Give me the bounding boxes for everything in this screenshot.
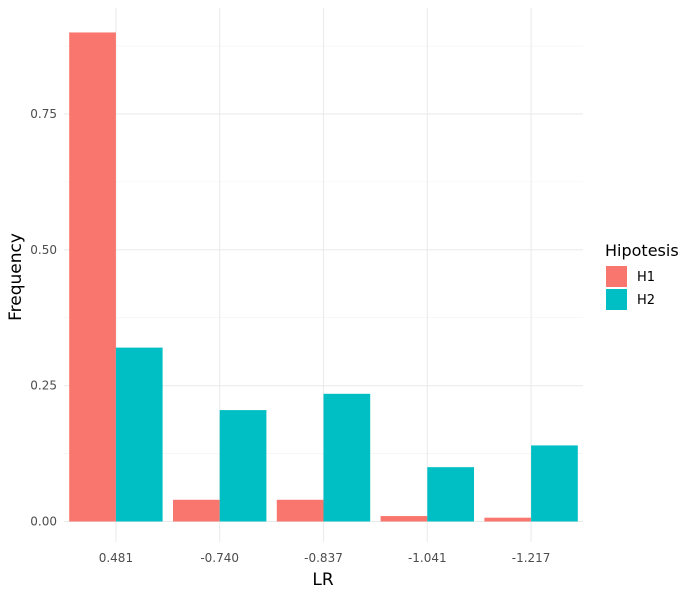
legend-title: Hipotesis (605, 241, 679, 260)
y-axis-ticks: 0.00 0.25 0.50 0.75 (30, 107, 57, 529)
bar-h1-0 (69, 32, 116, 522)
legend-key-h2 (606, 289, 627, 310)
y-axis-title: Frequency (6, 233, 26, 321)
bar-h1-4 (484, 517, 532, 522)
y-tick-label: 0.00 (30, 515, 57, 529)
bar-h2-1 (219, 410, 267, 522)
x-axis-ticks: 0.481 -0.740 -0.837 -1.041 -1.217 (99, 551, 551, 565)
legend-label-h1: H1 (637, 270, 655, 285)
legend-key-h1 (606, 266, 627, 287)
bars (69, 32, 578, 522)
bar-h2-2 (323, 393, 371, 522)
x-tick-label: 0.481 (99, 551, 133, 565)
y-tick-label: 0.50 (30, 243, 57, 257)
bar-h1-2 (276, 499, 324, 522)
legend-entries: H1 H2 (606, 266, 655, 310)
legend: Hipotesis H1 H2 (605, 241, 679, 310)
bar-h2-3 (427, 467, 475, 522)
bar-h1-1 (172, 499, 220, 522)
x-tick-label: -1.041 (408, 551, 447, 565)
y-tick-label: 0.25 (30, 379, 57, 393)
x-tick-label: -0.837 (304, 551, 343, 565)
legend-label-h2: H2 (637, 293, 655, 308)
x-axis-title: LR (312, 570, 333, 590)
bar-h2-0 (115, 347, 163, 522)
x-tick-label: -1.217 (512, 551, 551, 565)
y-tick-label: 0.75 (30, 107, 57, 121)
bar-h1-3 (380, 516, 428, 522)
bar-h2-4 (531, 445, 578, 522)
x-tick-label: -0.740 (200, 551, 239, 565)
